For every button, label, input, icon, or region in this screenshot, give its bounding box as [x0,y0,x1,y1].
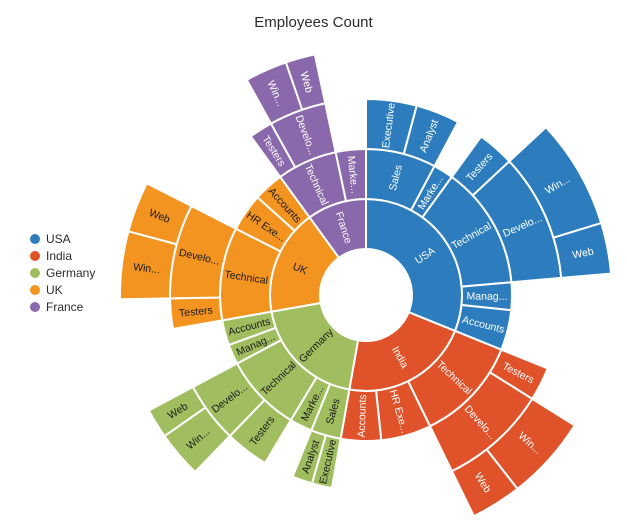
legend-marker-icon [30,251,40,261]
legend-item-usa[interactable]: USA [30,232,95,246]
segment-france-technical-developers-web[interactable] [284,53,327,111]
chart-title: Employees Count [254,14,373,31]
legend-marker-icon [30,234,40,244]
segment-usa-technical-developers-web[interactable] [552,222,613,279]
legend-marker-icon [30,302,40,312]
legend-label: India [46,249,73,263]
legend-label: USA [46,232,71,246]
legend-item-india[interactable]: India [30,249,95,263]
legend-marker-icon [30,285,40,295]
segment-france-marketing[interactable] [334,148,367,203]
legend-item-france[interactable]: France [30,300,95,314]
segment-germany-technical-developers-web[interactable] [147,386,207,438]
legend-marker-icon [30,268,40,278]
segment-india-technical-developers-web[interactable] [450,448,519,518]
legend-label: Germany [46,266,96,280]
legend-label: France [46,300,84,314]
segment-uk-technical-testers[interactable] [169,296,224,331]
legend-item-uk[interactable]: UK [30,283,95,297]
segment-uk-technical-developers-web[interactable] [127,182,193,246]
legend-item-germany[interactable]: Germany [30,266,96,280]
legend: USA India Germany UK France [30,232,96,314]
legend-label: UK [46,283,63,297]
